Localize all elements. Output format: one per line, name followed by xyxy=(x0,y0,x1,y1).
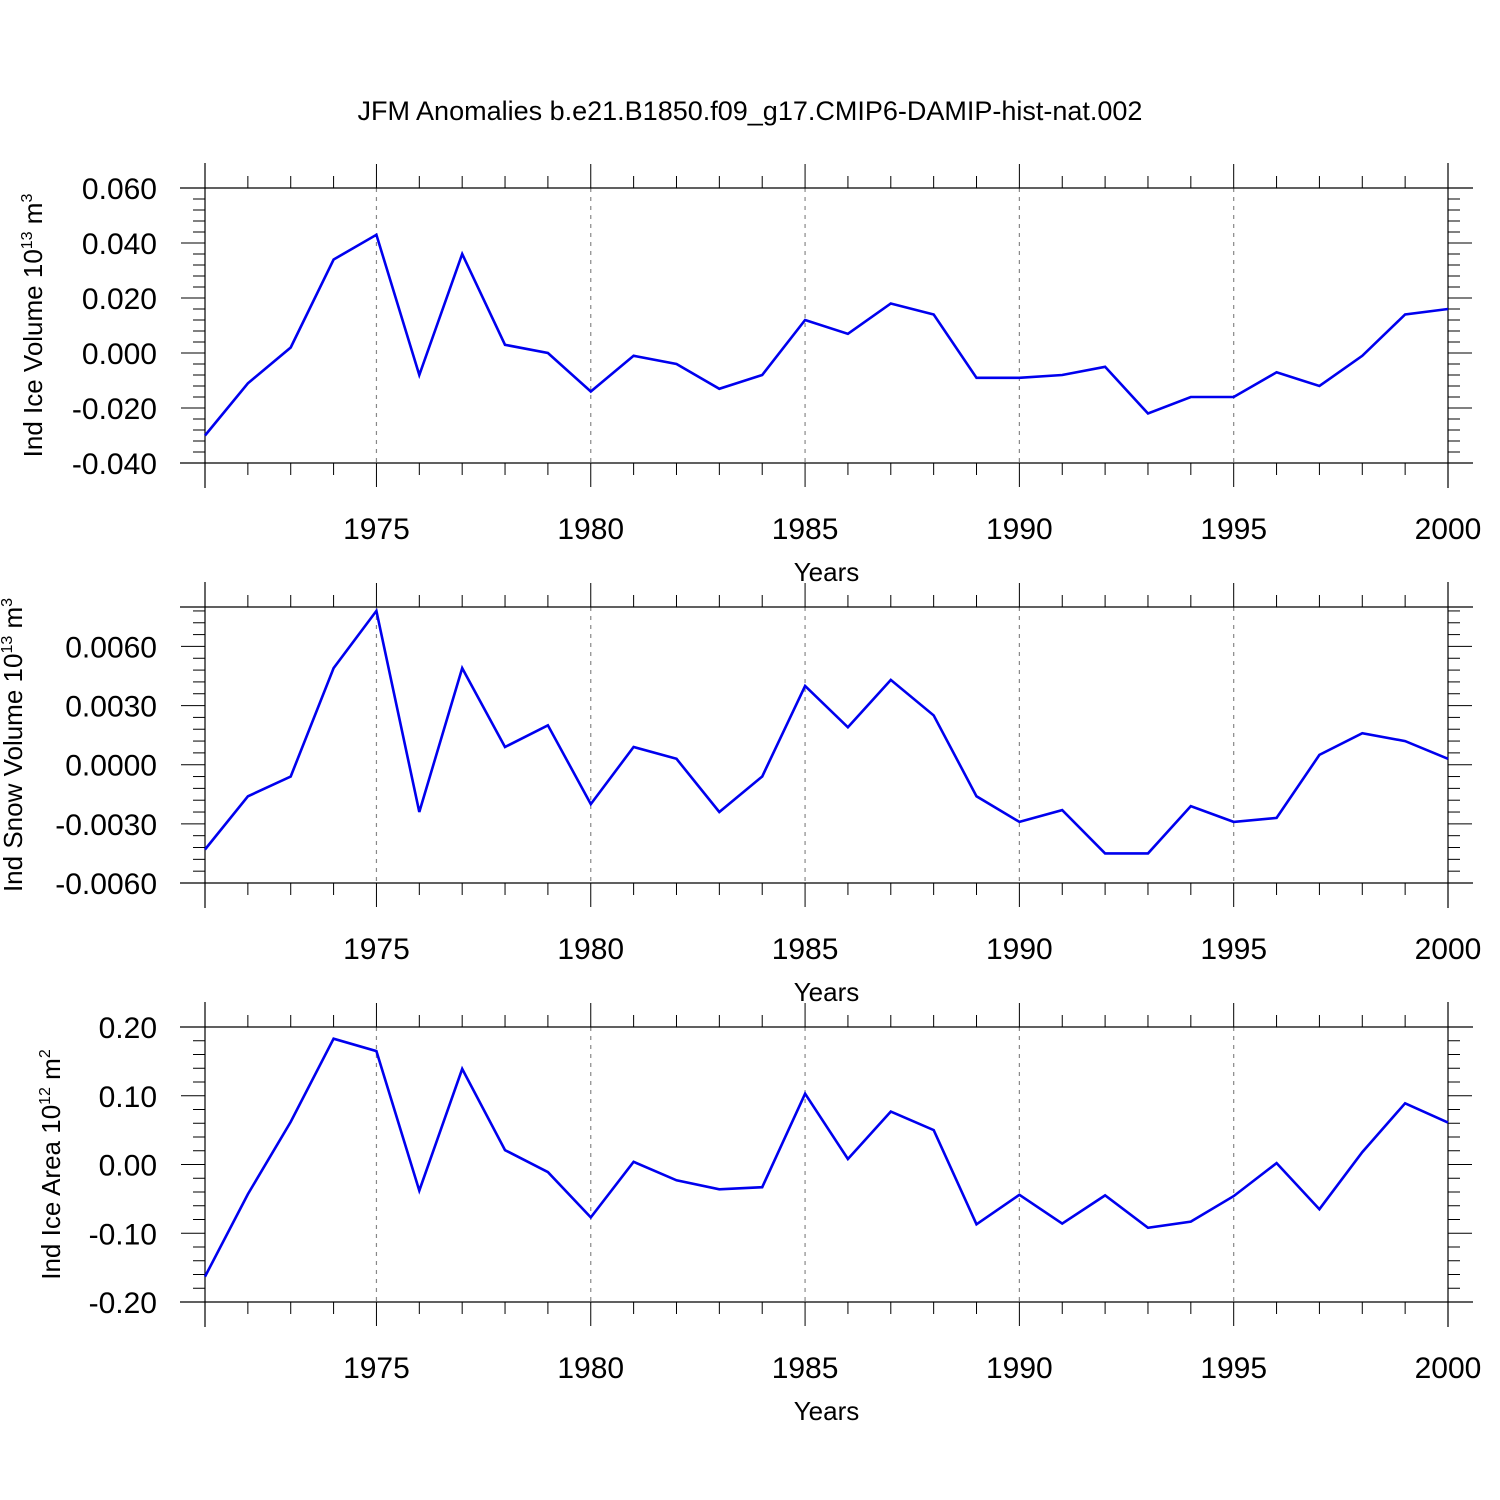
y-tick-label: -0.20 xyxy=(89,1287,157,1320)
y-axis-label: Ind Ice Volume 1013 m3 xyxy=(18,194,48,458)
y-tick-label: -0.0030 xyxy=(55,809,157,842)
x-axis-label: Years xyxy=(794,557,860,587)
y-axis-label: Ind Snow Volume 1013 m3 xyxy=(0,598,28,892)
x-axis-label: Years xyxy=(794,1396,860,1426)
x-tick-label: 1985 xyxy=(772,933,839,966)
x-tick-label: 1990 xyxy=(986,1352,1053,1385)
chart-ice-area: -0.20 -0.10 0.00 0.10 0.20 1975 1980 1985 1990 19… xyxy=(36,1002,1481,1426)
x-tick-label: 1995 xyxy=(1200,1352,1267,1385)
x-tick-label: 1980 xyxy=(557,933,624,966)
y-axis-label: Ind Ice Area 1012 m2 xyxy=(36,1049,66,1280)
series-line xyxy=(203,1037,1449,1278)
y-tick-label: 0.000 xyxy=(82,338,157,371)
x-tick-label: 1980 xyxy=(557,1352,624,1385)
chart-title: JFM Anomalies b.e21.B1850.f09_g17.CMIP6-… xyxy=(357,96,1143,126)
y-tick-label: 0.10 xyxy=(99,1081,157,1114)
x-tick-label: 1975 xyxy=(343,1352,410,1385)
x-tick-label: 1985 xyxy=(772,1352,839,1385)
x-tick-label: 1990 xyxy=(986,513,1053,546)
y-tick-label: 0.0060 xyxy=(65,631,157,664)
y-tick-label: 0.020 xyxy=(82,283,157,316)
y-tick-label: 0.040 xyxy=(82,228,157,261)
y-tick-label: 0.00 xyxy=(99,1150,157,1183)
x-axis-label: Years xyxy=(794,977,860,1007)
series-line xyxy=(203,232,1449,437)
chart-ice-volume: -0.040 -0.020 0.000 0.020 0.040 0.060 1975 1980… xyxy=(18,163,1481,587)
x-tick-label: 1990 xyxy=(986,933,1053,966)
y-tick-label: 0.20 xyxy=(99,1012,157,1045)
series-line xyxy=(203,607,1449,855)
x-tick-label: 2000 xyxy=(1415,933,1482,966)
x-tick-label: 1995 xyxy=(1200,513,1267,546)
y-tick-label: -0.10 xyxy=(89,1218,157,1251)
x-tick-label: 1995 xyxy=(1200,933,1267,966)
y-tick-label: -0.020 xyxy=(72,393,157,426)
y-tick-label: 0.0000 xyxy=(65,750,157,783)
x-tick-label: 2000 xyxy=(1415,1352,1482,1385)
chart-snow-volume: -0.0060 -0.0030 0.0000 0.0030 0.0060 1975 1980… xyxy=(0,582,1481,1007)
x-tick-label: 1985 xyxy=(772,513,839,546)
x-tick-label: 1975 xyxy=(343,513,410,546)
y-tick-label: 0.0030 xyxy=(65,691,157,724)
y-tick-label: 0.060 xyxy=(82,173,157,206)
x-tick-label: 1975 xyxy=(343,933,410,966)
y-tick-label: -0.0060 xyxy=(55,868,157,901)
y-tick-label: -0.040 xyxy=(72,448,157,481)
x-tick-label: 1980 xyxy=(557,513,624,546)
x-tick-label: 2000 xyxy=(1415,513,1482,546)
